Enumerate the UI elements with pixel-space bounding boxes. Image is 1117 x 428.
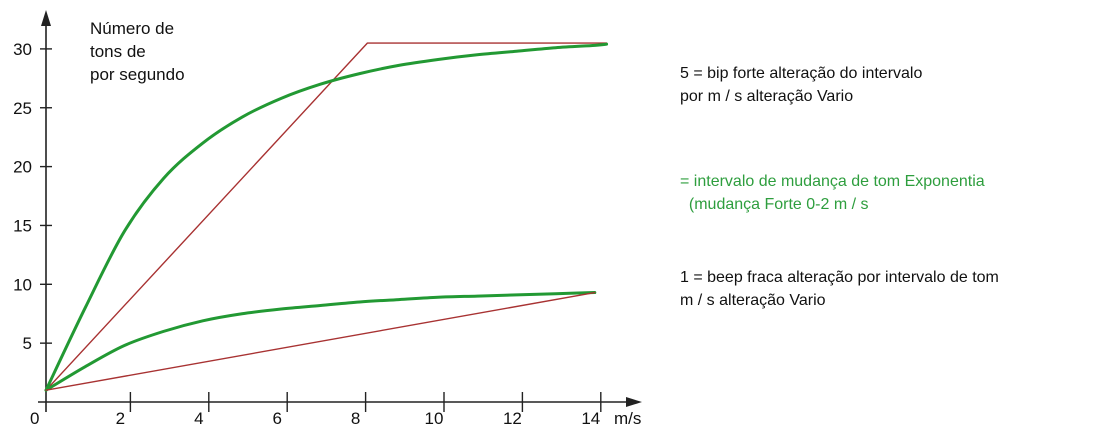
legend-exponential: = intervalo de mudança de tom Exponentia… <box>680 173 985 213</box>
x-tick-label-12: 12 <box>503 409 522 428</box>
y-axis-label-line-2: tons de <box>90 42 146 61</box>
x-tick-label-10: 10 <box>425 409 444 428</box>
y-tick-label-30: 30 <box>13 40 32 59</box>
series-line-1 <box>45 42 608 391</box>
y-tick-label-20: 20 <box>13 158 32 177</box>
y-tick-label-25: 25 <box>13 99 32 118</box>
legend-strong-beep: 5 = bip forte alteração do intervalo por… <box>680 65 923 105</box>
y-axis-label-line-1: Número de <box>90 19 174 38</box>
legend-weak-beep: 1 = beep fraca alteração por intervalo d… <box>680 269 999 309</box>
y-tick-label-15: 15 <box>13 216 32 235</box>
y-axis-label-line-3: por segundo <box>90 65 185 84</box>
y-tick-label-10: 10 <box>13 275 32 294</box>
x-tick-label-8: 8 <box>351 409 360 428</box>
x-tick-label-2: 2 <box>116 409 125 428</box>
series-line-4 <box>45 291 596 391</box>
x-tick-label-4: 4 <box>194 409 203 428</box>
y-tick-label-5: 5 <box>23 334 32 353</box>
x-axis-arrow <box>626 397 642 407</box>
series-line-2 <box>44 42 609 392</box>
x-tick-label-0: 0 <box>30 409 39 428</box>
series-line-3 <box>44 291 597 392</box>
x-axis-label: m/s <box>614 409 641 428</box>
label-layer: 5 10 15 20 25 30 0 2 4 6 8 10 12 14 m/s Número de tons d… <box>13 19 641 428</box>
x-tick-label-6: 6 <box>272 409 281 428</box>
y-axis-arrow <box>41 10 51 26</box>
series-layer <box>44 42 609 392</box>
x-tick-label-14: 14 <box>581 409 600 428</box>
axes-layer <box>38 10 642 412</box>
